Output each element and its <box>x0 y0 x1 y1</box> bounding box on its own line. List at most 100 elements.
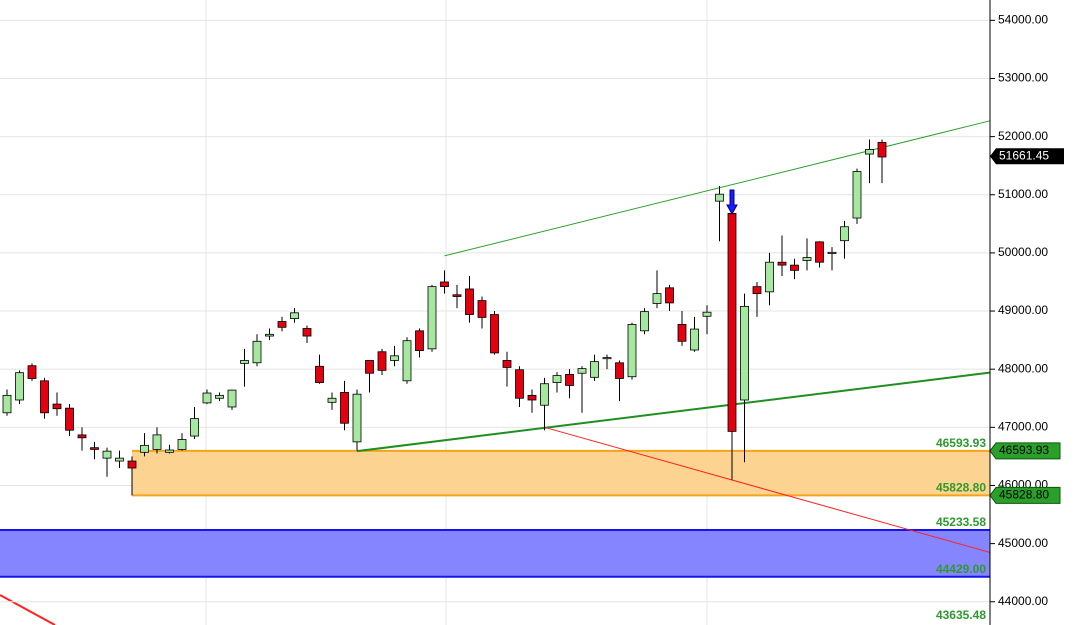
candle-body <box>702 311 712 317</box>
y-tick-label: 49000.00 <box>998 303 1048 317</box>
last-price-tag <box>990 148 1064 165</box>
price-tag-label: 46593.93 <box>999 443 1049 457</box>
candle-body <box>340 392 349 424</box>
arrow-marker <box>726 189 738 216</box>
candle-body <box>627 324 637 378</box>
candle-body <box>877 142 887 158</box>
candle-body <box>365 360 374 374</box>
candle-body <box>827 251 837 254</box>
candle-body <box>490 314 499 354</box>
candle-body <box>252 340 262 364</box>
candle-body <box>277 321 287 328</box>
candle-body <box>677 324 687 342</box>
y-tick-label: 53000.00 <box>998 71 1048 85</box>
y-tick-label: 44000.00 <box>998 594 1048 608</box>
price-tag-label: 45828.80 <box>999 488 1049 502</box>
candle-body <box>327 397 337 403</box>
candle-body <box>515 369 524 399</box>
candle-body <box>777 261 787 266</box>
candle-body <box>315 365 324 383</box>
candle-body <box>715 193 724 202</box>
trendline-fragment <box>0 594 56 625</box>
candle-body <box>90 447 99 450</box>
zone-label: 45828.80 <box>936 481 986 495</box>
candle-body <box>77 434 87 439</box>
candle-body <box>2 394 12 414</box>
candle-body <box>377 351 387 371</box>
y-tick-label: 52000.00 <box>998 129 1048 143</box>
candle-body <box>215 394 224 399</box>
level-label: 43635.48 <box>936 608 986 622</box>
candle-body <box>115 457 124 462</box>
candle-body <box>615 362 624 379</box>
candle-body <box>527 394 537 401</box>
candle-body <box>577 368 587 374</box>
candle-body <box>415 330 424 351</box>
candle-body <box>865 149 874 155</box>
candle-body <box>302 328 312 337</box>
candle-body <box>590 361 599 378</box>
candle-body <box>690 328 699 351</box>
candle-body <box>740 305 749 401</box>
y-tick-label: 50000.00 <box>998 245 1048 259</box>
candle-body <box>177 439 187 450</box>
candle-body <box>440 281 449 288</box>
candle-body <box>190 418 199 437</box>
candle-body <box>540 383 549 406</box>
trendline <box>544 426 990 553</box>
candle-body <box>815 241 824 263</box>
zone <box>132 450 990 496</box>
y-tick-label: 48000.00 <box>998 361 1048 375</box>
candle-body <box>727 212 737 432</box>
zone-label: 45233.58 <box>936 515 986 529</box>
candle-body <box>802 257 812 261</box>
candle-body <box>565 374 574 386</box>
candle-body <box>290 312 299 320</box>
candle-body <box>552 375 562 383</box>
candle-body <box>465 288 474 315</box>
last-price-label: 51661.45 <box>999 148 1049 162</box>
candle-body <box>602 357 612 360</box>
candle-body <box>65 407 74 431</box>
candle-body <box>790 264 799 271</box>
candle-body <box>427 286 437 350</box>
candle-body <box>27 365 37 379</box>
candle-body <box>765 261 774 293</box>
candle-body <box>102 450 112 459</box>
candle-body <box>452 294 462 297</box>
candle-body <box>165 449 174 453</box>
candle-body <box>227 389 237 408</box>
candle-body <box>40 380 49 414</box>
y-tick-label: 45000.00 <box>998 536 1048 550</box>
price-tag <box>989 442 1061 460</box>
y-tick-label: 54000.00 <box>998 13 1048 27</box>
candle-body <box>502 360 512 368</box>
candle-body <box>265 333 274 337</box>
candle-body <box>852 171 862 219</box>
candle-body <box>402 340 412 382</box>
price-tag <box>989 486 1061 504</box>
candle-body <box>840 226 849 242</box>
candle-body <box>15 372 24 401</box>
zone-label: 46593.93 <box>936 436 986 450</box>
candle-body <box>127 460 137 469</box>
candle-body <box>665 287 674 304</box>
candle-body <box>752 286 762 295</box>
y-tick-label: 47000.00 <box>998 419 1048 433</box>
candle-body <box>52 403 62 410</box>
trendline <box>444 120 990 257</box>
candle-body <box>640 311 649 332</box>
candle-body <box>140 444 149 453</box>
candle-body <box>202 392 212 404</box>
trendline <box>356 371 990 453</box>
candle-body <box>352 393 362 443</box>
candle-body <box>240 360 249 364</box>
candle-body <box>152 434 162 450</box>
zone-label: 44429.00 <box>936 562 986 576</box>
candle-body <box>652 293 662 304</box>
y-tick-label: 51000.00 <box>998 187 1048 201</box>
candle-body <box>390 355 399 361</box>
candle-body <box>477 300 487 318</box>
